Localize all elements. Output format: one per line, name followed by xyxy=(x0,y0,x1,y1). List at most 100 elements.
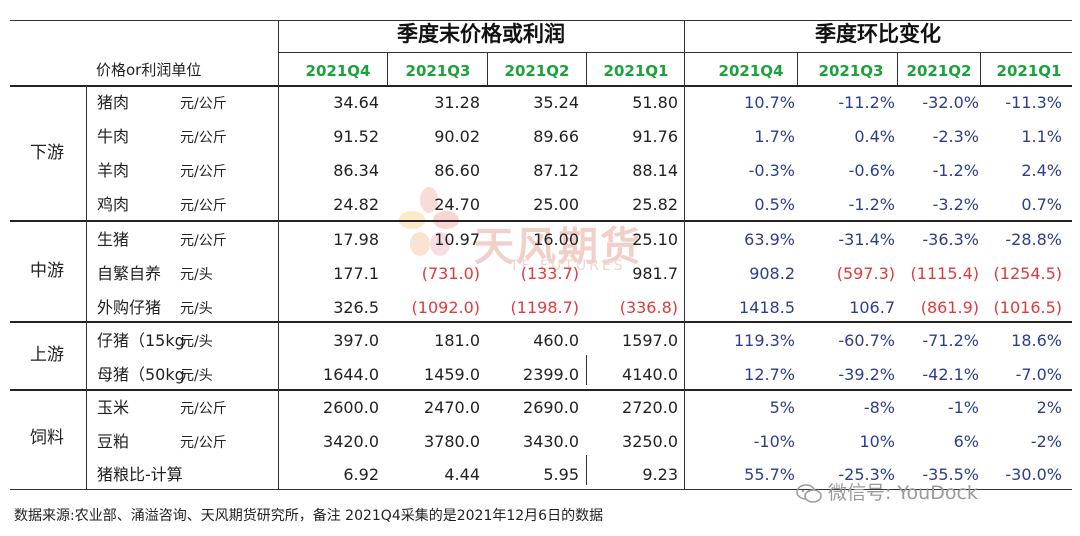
price-cell: 1644.0 xyxy=(323,365,379,384)
row-item-name: 玉米 xyxy=(97,398,130,417)
change-cell: (1254.5) xyxy=(993,264,1062,283)
price-cell: (1198.7) xyxy=(510,298,579,317)
price-cell: (336.8) xyxy=(619,298,678,317)
price-cell: 90.02 xyxy=(434,127,480,146)
unit-column-header: 价格or利润单位 xyxy=(96,61,202,79)
change-cell: -1.2% xyxy=(848,195,895,214)
price-cell: 35.24 xyxy=(533,93,579,112)
change-cell: -25.3% xyxy=(838,465,895,484)
price-cell: (731.0) xyxy=(421,264,480,283)
wechat-id: 微信号: YouDock xyxy=(828,482,978,504)
price-cell: 3780.0 xyxy=(424,432,480,451)
price-cell: 24.82 xyxy=(333,195,379,214)
row-unit: 元/公斤 xyxy=(180,401,227,417)
change-cell: 5% xyxy=(769,398,795,417)
price-cell: 10.97 xyxy=(434,230,480,249)
price-cell: 51.80 xyxy=(632,93,678,112)
price-cell: 2399.0 xyxy=(523,365,579,384)
row-unit: 元/公斤 xyxy=(180,130,227,146)
change-cell: -71.2% xyxy=(922,331,979,350)
price-cell: 4140.0 xyxy=(622,365,678,384)
source-note: 数据来源:农业部、涌溢咨询、天风期货研究所，备注 2021Q4采集的是2021年… xyxy=(14,508,604,524)
price-cell: 326.5 xyxy=(333,298,379,317)
price-cell: 91.52 xyxy=(333,127,379,146)
price-cell: 3250.0 xyxy=(622,432,678,451)
change-cell: -2% xyxy=(1030,432,1062,451)
segment-upstream: 上游 xyxy=(30,345,64,365)
row-unit: 元/公斤 xyxy=(180,233,227,249)
segment-midstream: 中游 xyxy=(30,261,64,281)
change-cell: 908.2 xyxy=(749,264,795,283)
price-cell: 2470.0 xyxy=(424,398,480,417)
row-unit: 元/头 xyxy=(180,267,213,283)
change-cell: (1016.5) xyxy=(993,298,1062,317)
change-cell: 1.1% xyxy=(1021,127,1062,146)
row-unit: 元/公斤 xyxy=(180,96,227,112)
price-cell: 1597.0 xyxy=(622,331,678,350)
row-item-name: 猪肉 xyxy=(97,93,130,112)
price-cell: (133.7) xyxy=(520,264,579,283)
price-cell: 5.95 xyxy=(543,465,579,484)
change-cell: 10% xyxy=(859,432,895,451)
price-cell: 460.0 xyxy=(533,331,579,350)
row-item-name: 仔猪（15kg xyxy=(97,331,185,350)
price-cell: 91.76 xyxy=(632,127,678,146)
price-cell: 34.64 xyxy=(333,93,379,112)
change-cell: 0.5% xyxy=(754,195,795,214)
change-cell: -39.2% xyxy=(838,365,895,384)
price-cell: 3420.0 xyxy=(323,432,379,451)
price-cell: 25.00 xyxy=(533,195,579,214)
group-header-change: 季度环比变化 xyxy=(815,22,941,46)
change-cell: 2.4% xyxy=(1021,161,1062,180)
change-cell: -1.2% xyxy=(932,161,979,180)
change-cell: -7.0% xyxy=(1015,365,1062,384)
price-cell: 397.0 xyxy=(333,331,379,350)
row-item-name: 生猪 xyxy=(97,230,130,249)
change-cell: 2% xyxy=(1036,398,1062,417)
row-item-name: 羊肉 xyxy=(97,161,130,180)
change-cell: 55.7% xyxy=(744,465,795,484)
price-cell: 2720.0 xyxy=(622,398,678,417)
price-cell: 4.44 xyxy=(444,465,480,484)
segment-downstream: 下游 xyxy=(30,143,64,163)
header-price-q4: 2021Q4 xyxy=(305,62,371,80)
change-cell: 63.9% xyxy=(744,230,795,249)
change-cell: (597.3) xyxy=(836,264,895,283)
price-cell: 89.66 xyxy=(533,127,579,146)
change-cell: -31.4% xyxy=(838,230,895,249)
row-unit: 元/公斤 xyxy=(180,164,227,180)
change-cell: 0.4% xyxy=(854,127,895,146)
change-cell: -2.3% xyxy=(932,127,979,146)
row-unit: 元/头 xyxy=(180,301,213,317)
price-cell: 25.82 xyxy=(632,195,678,214)
price-cell: 177.1 xyxy=(333,264,379,283)
header-price-q2: 2021Q2 xyxy=(504,62,570,80)
row-item-name: 母猪（50kg xyxy=(97,365,185,384)
change-cell: -60.7% xyxy=(838,331,895,350)
change-cell: 1.7% xyxy=(754,127,795,146)
change-cell: (1115.4) xyxy=(910,264,979,283)
change-cell: -11.3% xyxy=(1005,93,1062,112)
change-cell: 10.7% xyxy=(744,93,795,112)
change-cell: 6% xyxy=(953,432,979,451)
row-unit: 元/头 xyxy=(180,334,213,350)
price-cell: 87.12 xyxy=(533,161,579,180)
price-cell: 31.28 xyxy=(434,93,480,112)
change-cell: -0.6% xyxy=(848,161,895,180)
header-change-q4: 2021Q4 xyxy=(718,62,784,80)
change-cell: 1418.5 xyxy=(739,298,795,317)
change-cell: -35.5% xyxy=(922,465,979,484)
row-unit: 元/头 xyxy=(180,368,213,384)
price-cell: 86.34 xyxy=(333,161,379,180)
price-cell: 1459.0 xyxy=(424,365,480,384)
change-cell: 12.7% xyxy=(744,365,795,384)
price-cell: 17.98 xyxy=(333,230,379,249)
segment-feed: 饲料 xyxy=(30,428,64,448)
header-change-q1: 2021Q1 xyxy=(996,62,1062,80)
row-item-name: 自繁自养 xyxy=(97,264,162,283)
row-unit: 元/公斤 xyxy=(180,198,227,214)
price-cell: 981.7 xyxy=(632,264,678,283)
change-cell: -42.1% xyxy=(922,365,979,384)
price-cell: 25.10 xyxy=(632,230,678,249)
